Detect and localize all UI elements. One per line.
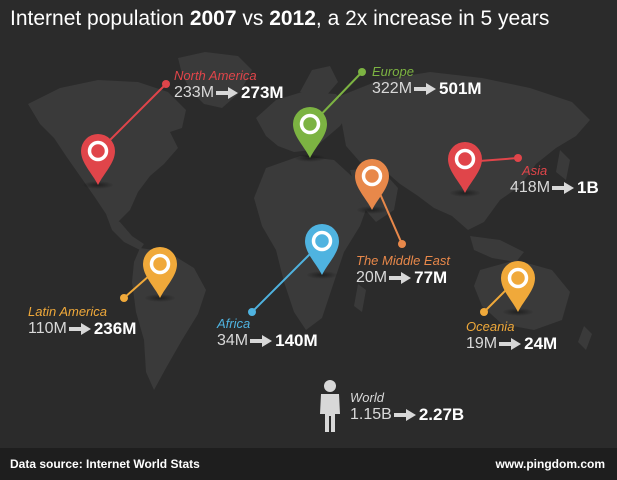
label-north-america: North America 233M 273M [174,68,284,103]
arrow-right-icon [414,83,437,95]
world-map [28,52,592,432]
arrow-right-icon [68,323,91,335]
label-latin-america: Latin America 110M 236M [28,304,136,339]
label-oceania: Oceania 19M 24M [466,319,557,354]
dot-oceania [480,308,488,316]
label-world: World 1.15B 2.27B [350,390,464,425]
pin-middle-east [355,159,389,214]
value-2007: 418M [510,179,551,196]
pin-africa [305,224,339,279]
region-name: Latin America [28,304,107,319]
label-africa: Africa 34M 140M [217,316,318,351]
title-year-2007: 2007 [189,7,237,30]
region-name: Europe [372,64,414,79]
label-europe: Europe 322M 501M [372,64,482,99]
value-2007: 34M [217,332,249,349]
value-2007: 233M [174,84,215,101]
site-url: www.pingdom.com [495,457,605,471]
dot-middle-east [398,240,406,248]
pin-asia [448,142,482,197]
region-name: The Middle East [356,253,450,268]
region-name: Asia [522,163,548,178]
value-2007: 322M [372,80,413,97]
arrow-right-icon [216,87,239,99]
connector-africa [251,243,321,313]
title-year-2012: 2012 [269,7,316,30]
value-2007: 110M [28,320,67,337]
arrow-right-icon [552,182,575,194]
arrow-right-icon [250,335,273,347]
value-2007: 1.15B [350,406,392,423]
person-icon [320,380,340,432]
value-2012: 140M [275,331,318,350]
region-name: Africa [217,316,251,331]
page-title: Internet population 2007 vs 2012, a 2x i… [10,7,549,31]
pin-oceania [501,261,535,316]
data-source: Data source: Internet World Stats [10,457,200,471]
dot-latin-america [120,294,128,302]
pin-north-america [81,134,115,189]
dot-europe [358,68,366,76]
dot-asia [514,154,522,162]
title-suffix: , a 2x increase in 5 years [315,7,550,30]
region-name: World [350,390,384,405]
dot-north-america [162,80,170,88]
value-2012: 236M [93,319,137,338]
pin-europe [293,107,327,162]
region-name: North America [174,68,257,83]
value-2012: 501M [439,79,482,98]
label-asia: Asia 418M 1B [510,163,599,198]
dot-africa [248,308,256,316]
value-2012: 77M [414,268,448,287]
pin-latin-america [143,247,177,302]
region-name: Oceania [466,319,515,334]
title-text: Internet population [10,7,190,30]
value-2012: 273M [241,83,284,102]
value-2012: 24M [524,334,558,353]
label-middle-east: The Middle East 20M 77M [356,253,450,288]
title-vs: vs [236,7,270,30]
value-2007: 20M [356,269,388,286]
value-2007: 19M [466,335,498,352]
value-2012: 2.27B [418,405,465,424]
footer: Data source: Internet World Stats www.pi… [0,448,617,480]
value-2012: 1B [577,178,599,197]
arrow-right-icon [499,338,522,350]
arrow-right-icon [393,409,416,421]
arrow-right-icon [389,272,412,284]
